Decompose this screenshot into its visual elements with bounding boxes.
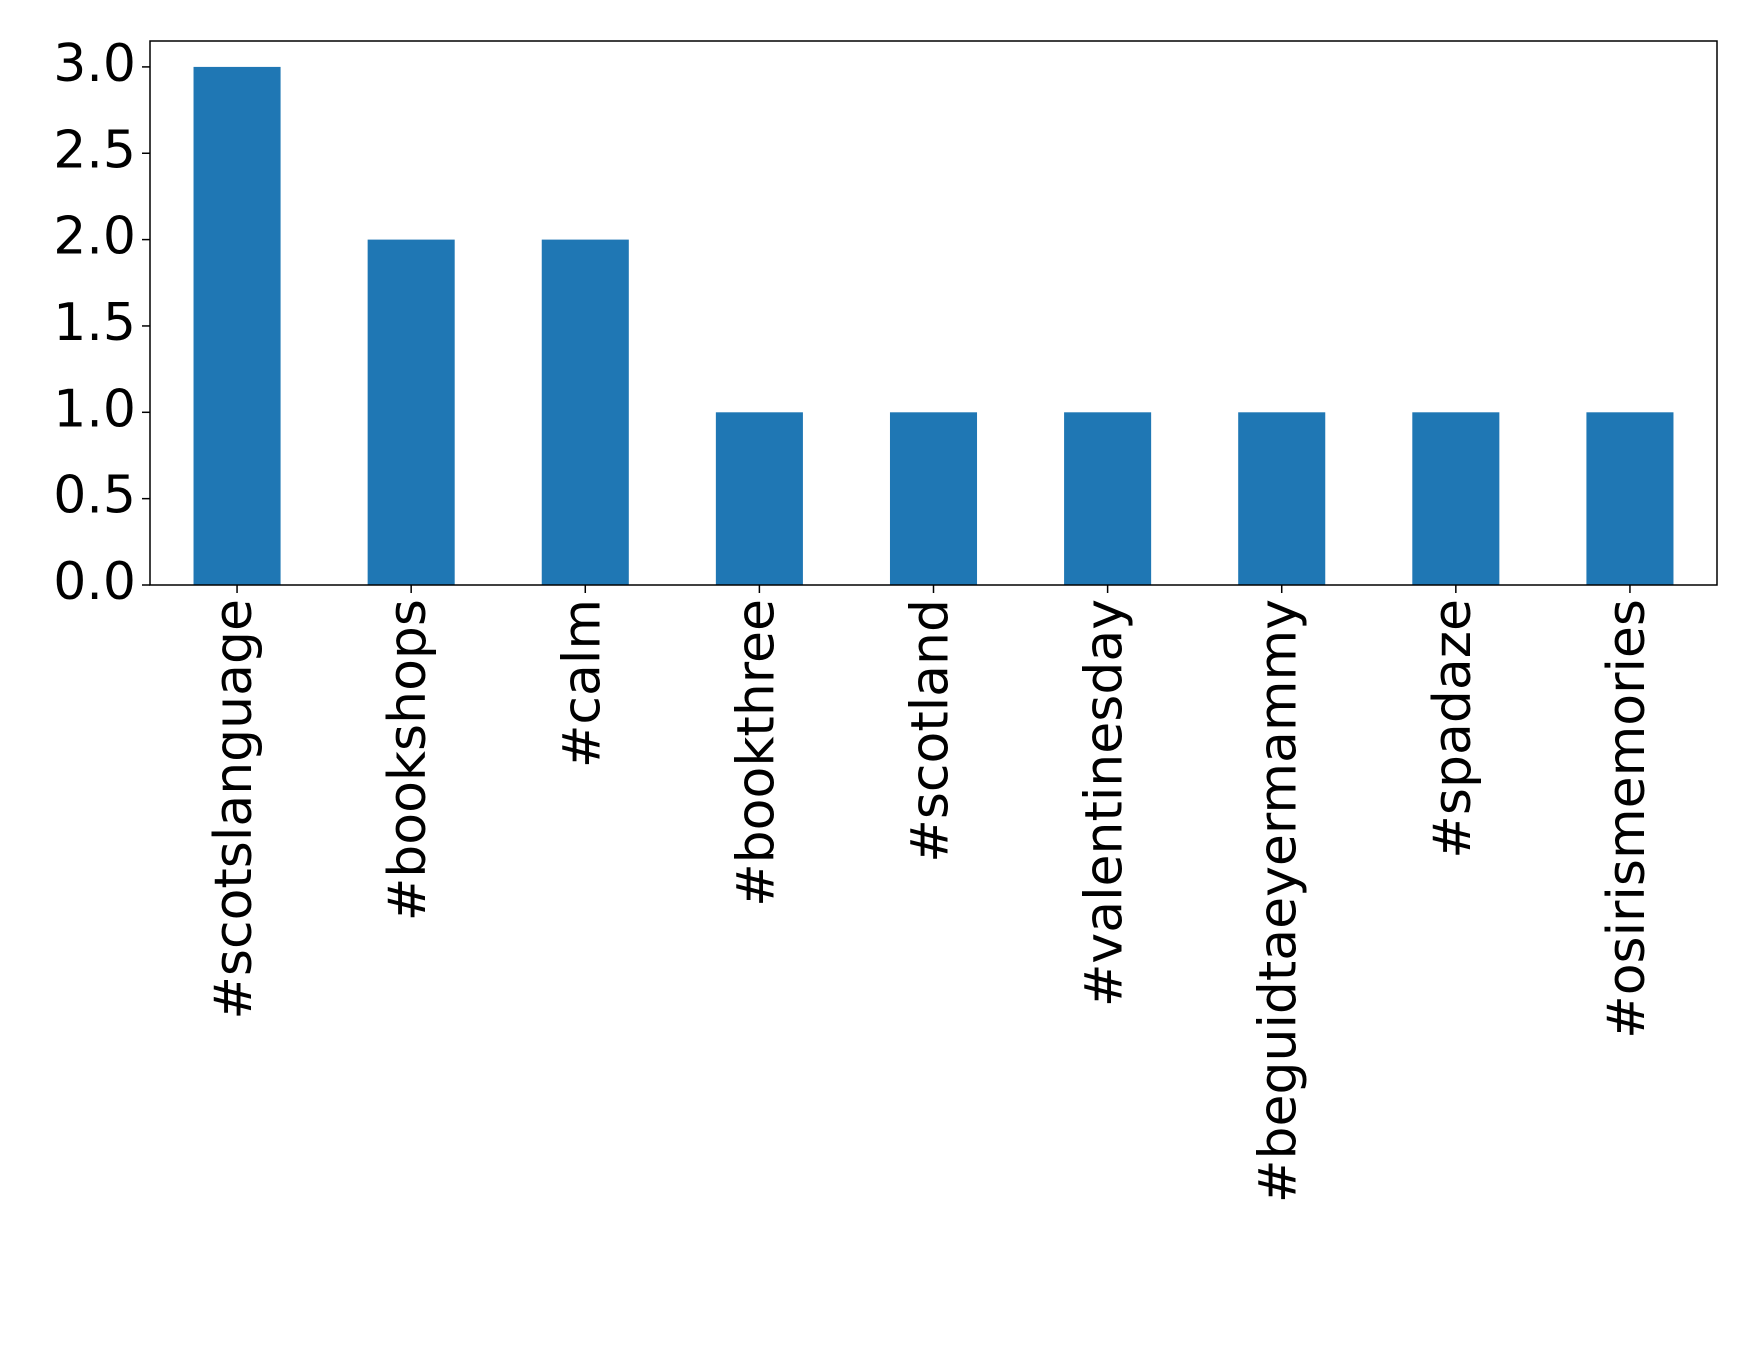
x-tick-label: #valentinesday bbox=[1075, 599, 1135, 1007]
bar bbox=[367, 239, 455, 585]
x-tick-label: #scotland bbox=[901, 599, 961, 863]
bar bbox=[715, 412, 803, 585]
y-tick-label: 3.0 bbox=[53, 34, 136, 94]
y-tick-label: 0.5 bbox=[53, 466, 136, 526]
bar bbox=[1412, 412, 1500, 585]
bar bbox=[889, 412, 978, 585]
plot-frame bbox=[149, 40, 1718, 586]
x-tick-label: #calm bbox=[552, 599, 612, 768]
bar bbox=[193, 66, 281, 585]
x-tick-label: #scotslanguage bbox=[204, 599, 264, 1020]
y-tick-label: 1.0 bbox=[53, 379, 136, 439]
bar bbox=[1238, 412, 1326, 585]
x-tick-label: #bookthree bbox=[726, 599, 786, 907]
bar bbox=[541, 239, 629, 585]
y-tick-label: 1.5 bbox=[53, 293, 136, 353]
bar bbox=[1586, 412, 1674, 585]
y-tick-label: 2.5 bbox=[53, 120, 136, 180]
x-tick-label: #bookshops bbox=[378, 599, 438, 921]
y-tick-label: 0.0 bbox=[53, 552, 136, 612]
y-tick-label: 2.0 bbox=[53, 207, 136, 267]
bar bbox=[1064, 412, 1152, 585]
x-tick-label: #spadaze bbox=[1423, 599, 1483, 859]
x-tick-label: #beguidtaeyermammy bbox=[1249, 599, 1309, 1203]
x-tick-label: #osirismemories bbox=[1597, 599, 1657, 1039]
